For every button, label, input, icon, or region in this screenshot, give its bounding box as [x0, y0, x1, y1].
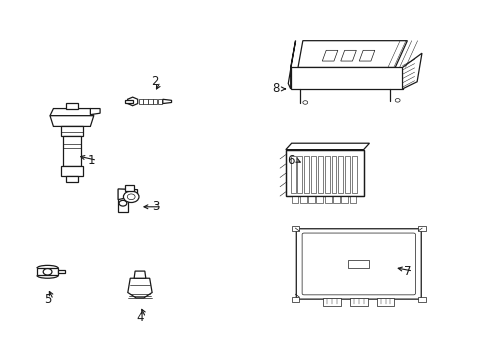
Bar	[316, 196, 323, 203]
Circle shape	[123, 191, 139, 203]
Polygon shape	[90, 109, 100, 114]
Bar	[331, 156, 336, 193]
Bar	[324, 156, 329, 193]
Bar	[158, 99, 162, 104]
Polygon shape	[349, 298, 367, 306]
Bar	[61, 166, 82, 176]
Circle shape	[127, 194, 135, 200]
Polygon shape	[323, 298, 340, 306]
Bar	[338, 156, 343, 193]
Bar	[345, 156, 349, 193]
Circle shape	[394, 99, 399, 102]
Polygon shape	[359, 50, 374, 61]
Bar	[297, 156, 302, 193]
Polygon shape	[402, 53, 421, 89]
Text: 1: 1	[87, 154, 95, 167]
Bar	[304, 156, 308, 193]
Bar	[63, 136, 81, 166]
Text: 7: 7	[403, 265, 410, 278]
Text: 4: 4	[136, 311, 143, 324]
Polygon shape	[291, 297, 299, 302]
Text: 8: 8	[272, 82, 279, 95]
Text: 3: 3	[152, 200, 160, 213]
Bar	[148, 99, 152, 104]
Bar	[290, 156, 295, 193]
Polygon shape	[127, 278, 152, 298]
Bar	[349, 196, 356, 203]
Bar	[125, 100, 132, 103]
Polygon shape	[50, 109, 94, 116]
Polygon shape	[50, 116, 94, 126]
Text: 2: 2	[150, 75, 158, 88]
Polygon shape	[37, 268, 58, 275]
Circle shape	[302, 101, 307, 104]
Bar	[347, 260, 369, 268]
Polygon shape	[417, 297, 425, 302]
Circle shape	[43, 269, 52, 275]
Bar	[341, 196, 347, 203]
Polygon shape	[287, 41, 295, 89]
Bar	[291, 196, 298, 203]
Bar	[125, 185, 134, 191]
Polygon shape	[340, 50, 356, 61]
Text: 5: 5	[44, 293, 51, 306]
Bar	[138, 99, 142, 104]
Bar	[66, 103, 78, 109]
Polygon shape	[417, 226, 425, 231]
Polygon shape	[322, 50, 337, 61]
Polygon shape	[134, 271, 145, 278]
Polygon shape	[127, 97, 138, 106]
Bar	[351, 156, 356, 193]
Polygon shape	[118, 189, 137, 200]
Bar	[299, 196, 306, 203]
Bar	[310, 156, 315, 193]
Polygon shape	[285, 143, 369, 150]
Circle shape	[119, 201, 126, 206]
FancyBboxPatch shape	[296, 229, 420, 299]
Polygon shape	[297, 41, 407, 67]
Bar	[307, 196, 314, 203]
Polygon shape	[290, 67, 402, 89]
Text: 6: 6	[286, 154, 294, 167]
Bar	[317, 156, 322, 193]
Bar	[285, 150, 363, 196]
Bar	[66, 176, 78, 182]
Bar	[61, 126, 82, 136]
Polygon shape	[163, 99, 171, 104]
Bar	[324, 196, 331, 203]
Polygon shape	[58, 270, 64, 273]
Bar	[143, 99, 147, 104]
Bar	[153, 99, 157, 104]
Polygon shape	[376, 298, 393, 306]
Polygon shape	[291, 226, 299, 231]
Polygon shape	[118, 189, 127, 212]
Bar	[332, 196, 339, 203]
Bar	[285, 150, 363, 196]
